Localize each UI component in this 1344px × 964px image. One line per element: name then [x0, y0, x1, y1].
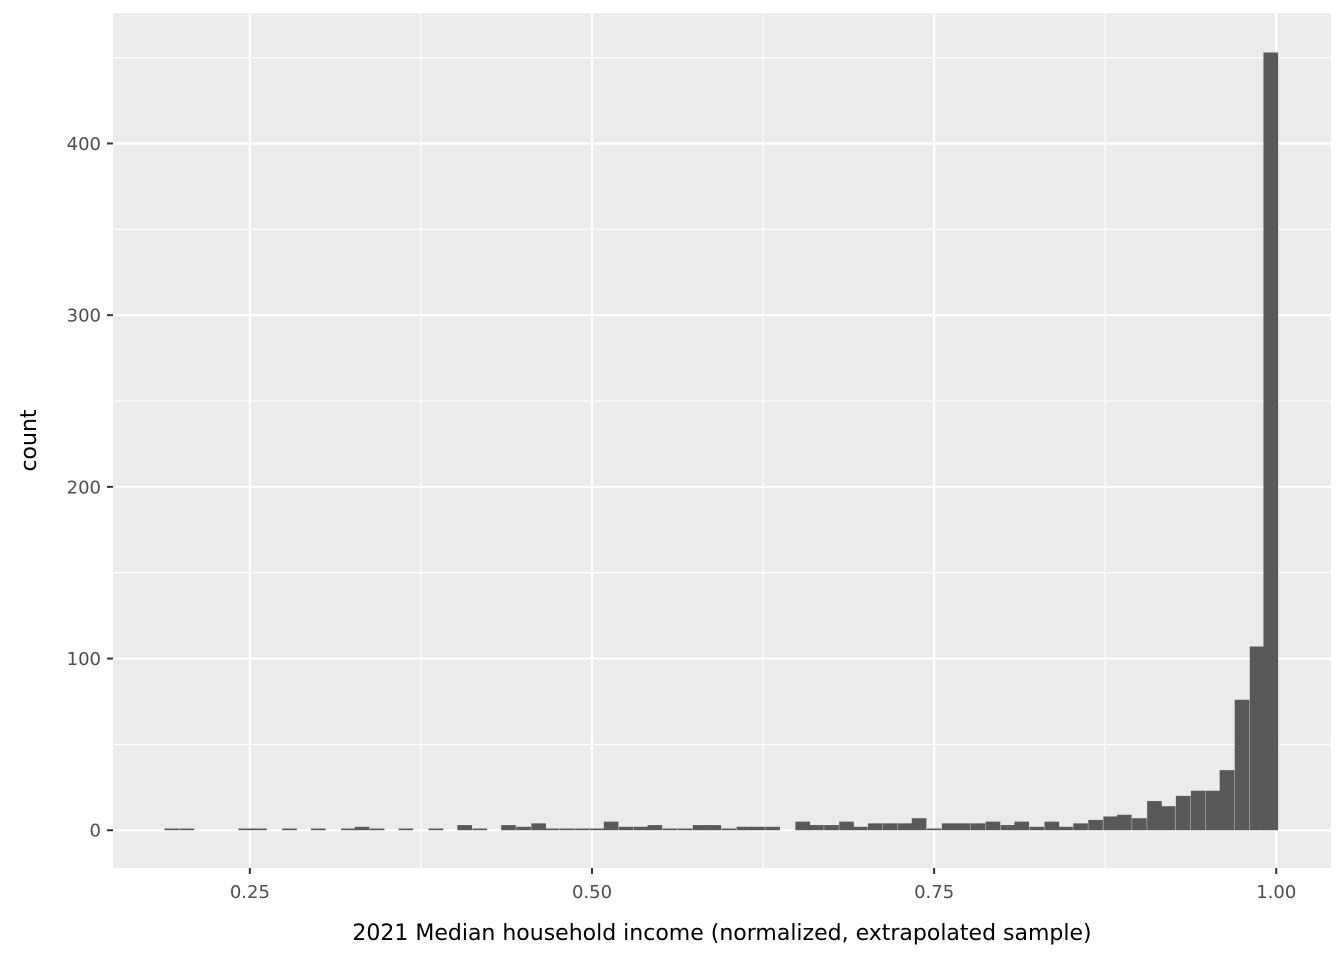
histogram-bar — [1234, 699, 1250, 831]
histogram-bar — [1175, 795, 1191, 831]
histogram-bar — [898, 823, 913, 831]
histogram-bar — [560, 828, 575, 831]
histogram-bar — [179, 828, 195, 831]
x-axis-title: 2021 Median household income (normalized… — [352, 921, 1091, 946]
histogram-bar — [1117, 814, 1132, 831]
histogram-bar — [369, 828, 385, 831]
y-tick-label: 0 — [90, 821, 101, 842]
histogram-bar — [164, 828, 180, 831]
histogram-bar — [1219, 770, 1235, 831]
histogram-bar — [472, 828, 488, 831]
histogram-bar — [1014, 821, 1030, 831]
histogram-bar — [531, 823, 546, 831]
histogram-bar — [544, 828, 560, 831]
histogram-bar — [941, 823, 957, 831]
histogram-bar — [501, 825, 516, 831]
y-axis: 0 100 200 300 400 — [67, 134, 113, 842]
minor-gridlines — [113, 13, 1331, 868]
y-tick-label: 400 — [67, 134, 101, 155]
histogram-bar — [457, 825, 473, 831]
histogram-bar — [750, 826, 765, 831]
histogram-bar — [883, 823, 898, 831]
histogram-bar — [310, 828, 326, 831]
histogram-bar — [575, 828, 590, 831]
histogram-bar — [398, 828, 414, 831]
histogram-bar — [795, 821, 811, 831]
histogram-bar — [1058, 826, 1073, 831]
histogram-bar — [1044, 821, 1060, 831]
histogram-bars — [164, 52, 1279, 831]
histogram-bar — [824, 825, 839, 831]
histogram-bar — [1029, 826, 1045, 831]
histogram-bar — [238, 828, 254, 831]
histogram-bar — [1132, 818, 1147, 831]
histogram-bar — [1263, 52, 1279, 831]
histogram-bar — [1088, 819, 1103, 831]
histogram-bar — [926, 828, 942, 831]
histogram-bar — [692, 825, 708, 831]
histogram-bar — [721, 828, 737, 831]
histogram-bar — [1249, 646, 1265, 831]
histogram-bar — [590, 828, 605, 831]
histogram-bar — [809, 825, 824, 831]
histogram-bar — [428, 828, 444, 831]
histogram-bar — [1000, 825, 1016, 831]
histogram-bar — [1147, 801, 1162, 831]
histogram-bar — [354, 826, 370, 831]
histogram-bar — [970, 823, 986, 831]
y-tick-label: 200 — [67, 477, 101, 498]
histogram-bar — [1205, 790, 1221, 831]
y-tick-label: 300 — [67, 306, 101, 327]
histogram-bar — [1190, 790, 1206, 831]
histogram-bar — [603, 821, 619, 831]
histogram-bar — [677, 828, 693, 831]
x-tick-label: 1.00 — [1256, 882, 1296, 903]
histogram-bar — [1160, 806, 1176, 831]
y-axis-title: count — [17, 409, 42, 471]
x-tick-label: 0.50 — [572, 882, 612, 903]
plot-panel — [113, 13, 1331, 868]
histogram-bar — [662, 828, 678, 831]
histogram-bar — [1103, 816, 1118, 831]
histogram-bar — [852, 826, 868, 831]
histogram-bar — [633, 826, 649, 831]
y-tick-label: 100 — [67, 649, 101, 670]
x-tick-label: 0.75 — [914, 882, 954, 903]
histogram-bar — [736, 826, 752, 831]
histogram-bar — [839, 821, 854, 831]
x-axis: 0.25 0.50 0.75 1.00 — [230, 868, 1296, 903]
histogram-bar — [765, 826, 780, 831]
histogram-bar — [252, 828, 267, 831]
histogram-bar — [706, 825, 722, 831]
histogram-bar — [647, 825, 663, 831]
histogram-bar — [867, 823, 883, 831]
histogram-bar — [1073, 823, 1088, 831]
histogram-bar — [282, 828, 297, 831]
histogram-bar — [911, 818, 927, 831]
x-tick-label: 0.25 — [230, 882, 270, 903]
histogram-bar — [341, 828, 356, 831]
histogram-bar — [516, 826, 531, 831]
histogram-bar — [618, 826, 634, 831]
histogram-bar — [955, 823, 971, 831]
histogram-bar — [985, 821, 1001, 831]
